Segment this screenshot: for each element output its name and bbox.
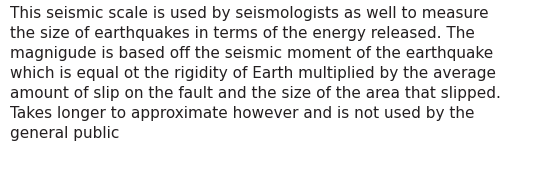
Text: This seismic scale is used by seismologists as well to measure
the size of earth: This seismic scale is used by seismologi… [10, 6, 501, 141]
